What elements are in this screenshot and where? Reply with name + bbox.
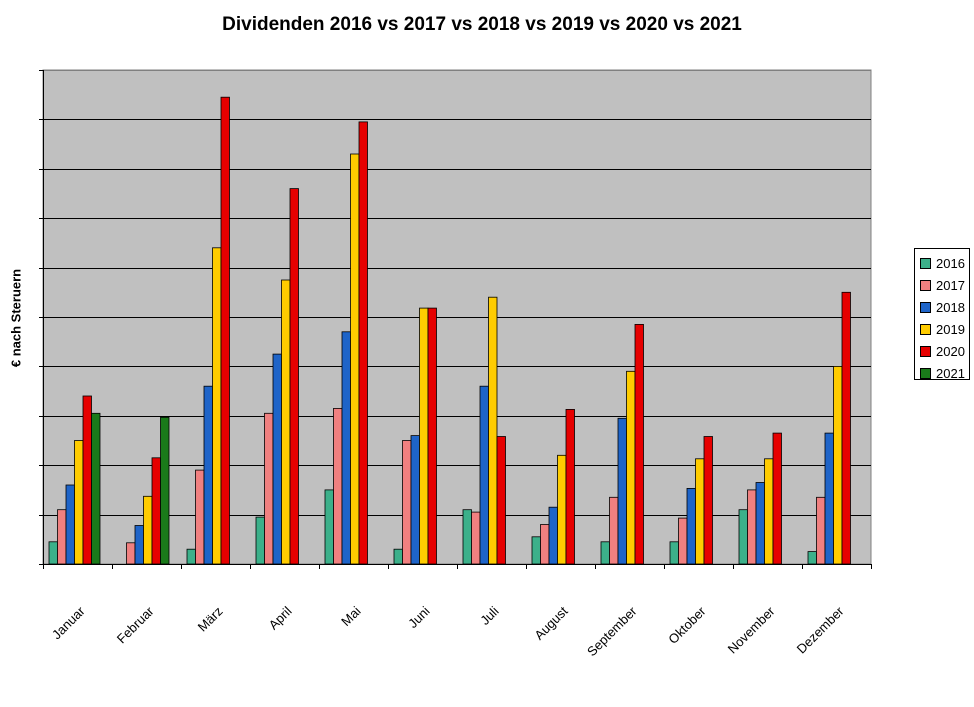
bar-2020-Dezember [841, 291, 851, 565]
bar-2019-März [212, 247, 222, 565]
bar-2016-August [531, 536, 541, 565]
bar-2019-November [764, 458, 774, 565]
legend-item-2018: 2018 [915, 296, 969, 318]
bar-2017-Januar [57, 509, 67, 565]
legend-swatch [920, 345, 931, 357]
bar-2017-März [195, 469, 205, 565]
bar-2018-August [548, 506, 558, 565]
legend-label: 2017 [936, 277, 965, 293]
bar-2017-Juni [402, 440, 412, 565]
bar-2019-Mai [350, 153, 360, 565]
bar-2016-Mai [324, 489, 334, 565]
bar-2017-Juli [471, 511, 481, 565]
bar-2020-November [772, 432, 782, 565]
bar-2020-Juni [427, 307, 437, 565]
bar-2018-Juli [479, 385, 489, 565]
bar-2018-Juni [410, 435, 420, 565]
bar-2017-August [540, 524, 550, 565]
bar-2018-März [203, 385, 213, 565]
bar-2020-Oktober [703, 436, 713, 565]
legend-swatch [920, 301, 931, 313]
bar-2019-Dezember [833, 365, 843, 565]
legend-swatch [920, 257, 931, 269]
bar-2017-Oktober [678, 517, 688, 565]
bar-2020-September [634, 323, 644, 565]
bar-2019-Juni [419, 307, 429, 565]
legend: 2016 2017 2018 2019 2020 2021 [914, 248, 970, 381]
bar-2016-Januar [48, 541, 58, 565]
bar-2017-April [264, 412, 274, 565]
x-tick-label: Januar [49, 603, 88, 642]
bar-2016-April [255, 516, 265, 565]
bar-2017-Februar [126, 542, 136, 565]
bar-2018-Januar [65, 484, 75, 565]
legend-swatch [920, 279, 931, 291]
bar-2018-September [617, 417, 627, 565]
plot-area: Januar Februar März April Mai Juni Juli August S… [39, 69, 872, 659]
bar-2020-April [289, 188, 299, 565]
bar-2020-Mai [358, 121, 368, 565]
bar-2019-Oktober [695, 458, 705, 565]
legend-label: 2021 [936, 365, 965, 381]
bar-2016-März [186, 548, 196, 565]
bar-2017-Mai [333, 407, 343, 565]
legend-swatch [920, 323, 931, 335]
bar-2018-November [755, 482, 765, 565]
bar-2019-April [281, 279, 291, 565]
x-tick-label: Juni [405, 603, 433, 631]
bar-2020-Januar [82, 395, 92, 565]
bar-2016-Dezember [807, 551, 817, 565]
x-tick-label: November [725, 603, 778, 656]
legend-swatch [920, 367, 931, 379]
bar-2016-Oktober [669, 541, 679, 565]
bar-2016-September [600, 541, 610, 565]
legend-item-2017: 2017 [915, 274, 969, 296]
bar-2018-Februar [134, 525, 144, 565]
bar-2017-Dezember [816, 496, 826, 565]
bar-2020-Februar [151, 457, 161, 565]
x-tick-label: April [266, 603, 295, 632]
bar-2019-August [557, 454, 567, 565]
x-tick-label: Dezember [794, 603, 847, 656]
legend-item-2021: 2021 [915, 362, 969, 384]
bar-2020-März [220, 96, 230, 565]
bar-2018-Mai [341, 331, 351, 565]
x-tick-label: März [195, 604, 226, 635]
bar-2019-Februar [143, 495, 153, 565]
legend-label: 2016 [936, 255, 965, 271]
bar-2019-September [626, 370, 636, 565]
bar-2020-Juli [496, 436, 506, 565]
bar-2021-Februar [160, 416, 170, 565]
x-tick-label: Mai [338, 603, 363, 628]
bar-2016-Juni [393, 548, 403, 565]
bar-2016-Juli [462, 509, 472, 565]
bar-2019-Januar [74, 440, 84, 565]
legend-label: 2019 [936, 321, 965, 337]
bar-2017-September [609, 496, 619, 565]
x-tick-label: August [531, 603, 570, 642]
chart-title: Dividenden 2016 vs 2017 vs 2018 vs 2019 … [222, 14, 742, 35]
x-tick-label: Juli [477, 603, 501, 627]
legend-label: 2020 [936, 343, 965, 359]
bar-2018-Dezember [824, 432, 834, 565]
bar-2018-Oktober [686, 487, 696, 565]
x-tick-label: Februar [114, 603, 157, 646]
legend-item-2020: 2020 [915, 340, 969, 362]
bar-2017-November [747, 489, 757, 565]
legend-item-2019: 2019 [915, 318, 969, 340]
bar-2016-November [738, 509, 748, 565]
legend-label: 2018 [936, 299, 965, 315]
bar-2019-Juli [488, 296, 498, 565]
legend-item-2016: 2016 [915, 252, 969, 274]
bar-2021-Januar [91, 412, 101, 565]
bar-2018-April [272, 353, 282, 565]
x-tick-label: September [584, 603, 640, 659]
x-tick-label: Oktober [665, 603, 709, 647]
bar-2020-August [565, 408, 575, 565]
